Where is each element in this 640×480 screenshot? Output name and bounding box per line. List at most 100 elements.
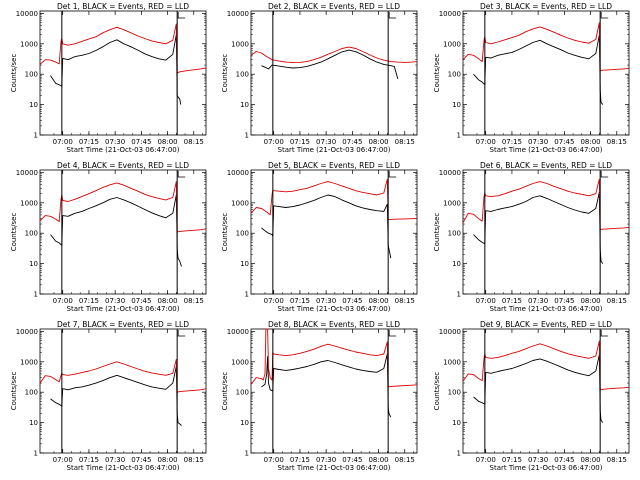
y-tick-label: 10000 [227, 10, 249, 18]
x-tick-label: 07:45 [342, 297, 362, 305]
detector-panel-9: 1 10 100 1000 10000 07:00 07:15 07:30 07:45 08:00… [433, 320, 630, 472]
detector-panel-5: 1 10 100 1000 10000 07:00 07:15 07:30 07:45 08:00… [221, 161, 418, 313]
y-tick-label: 1000 [231, 40, 249, 48]
x-axis-label: Start Time (21-Oct-03 06:47:00) [278, 146, 391, 154]
x-tick-label: 07:45 [554, 456, 574, 464]
x-axis-label: Start Time (21-Oct-03 06:47:00) [67, 464, 180, 472]
panel-title: Det 1, BLACK = Events, RED = LLD [57, 2, 189, 11]
marker-flag [600, 171, 609, 178]
x-tick-label: 07:15 [502, 297, 522, 305]
x-tick-label: 07:45 [131, 456, 151, 464]
y-tick-label: 1000 [20, 199, 38, 207]
detector-panel-6: 1 10 100 1000 10000 07:00 07:15 07:30 07:45 08:00… [433, 161, 630, 313]
x-tick-label: 07:15 [79, 297, 99, 305]
x-axis-label: Start Time (21-Oct-03 06:47:00) [490, 146, 603, 154]
x-tick-label: 08:00 [368, 138, 388, 146]
y-axis-label: Counts/sec [433, 213, 441, 252]
plot-frame [462, 169, 630, 295]
y-tick-label: 100 [448, 389, 461, 397]
x-axis-label: Start Time (21-Oct-03 06:47:00) [67, 146, 180, 154]
x-axis-label: Start Time (21-Oct-03 06:47:00) [278, 464, 391, 472]
x-tick-label: 08:15 [184, 297, 204, 305]
x-tick-label: 07:45 [342, 138, 362, 146]
panel-title: Det 7, BLACK = Events, RED = LLD [57, 320, 189, 329]
panel-title: Det 9, BLACK = Events, RED = LLD [480, 320, 612, 329]
y-tick-label: 1000 [443, 199, 461, 207]
series-line-events [473, 354, 604, 423]
plot-frame [39, 169, 207, 295]
y-axis-label: Counts/sec [10, 54, 18, 93]
detector-panel-1: 1 10 100 1000 10000 07:00 07:15 07:30 07:45 08:00… [10, 2, 207, 154]
y-axis-label: Counts/sec [10, 213, 18, 252]
y-tick-label: 100 [236, 230, 249, 238]
y-axis-label: Counts/sec [10, 372, 18, 411]
x-tick-label: 07:45 [554, 297, 574, 305]
x-tick-label: 07:00 [264, 138, 284, 146]
y-tick-label: 1 [34, 291, 38, 299]
x-tick-label: 07:15 [502, 138, 522, 146]
y-tick-label: 1 [245, 291, 249, 299]
x-tick-label: 07:00 [476, 456, 496, 464]
x-tick-label: 07:00 [53, 456, 73, 464]
x-tick-label: 07:30 [316, 297, 336, 305]
y-axis-label: Counts/sec [433, 372, 441, 411]
x-tick-label: 08:15 [395, 456, 415, 464]
detector-panel-2: 1 10 100 1000 10000 07:00 07:15 07:30 07:45 08:00… [221, 2, 418, 154]
x-tick-label: 07:45 [342, 456, 362, 464]
marker-flag [388, 171, 397, 178]
x-tick-label: 07:00 [476, 297, 496, 305]
x-tick-label: 08:15 [607, 456, 627, 464]
y-tick-label: 10 [240, 101, 249, 109]
x-tick-label: 08:00 [580, 297, 600, 305]
x-axis-label: Start Time (21-Oct-03 06:47:00) [67, 305, 180, 313]
plot-frame [250, 328, 418, 454]
plot-frame [39, 10, 207, 136]
x-axis-label: Start Time (21-Oct-03 06:47:00) [490, 305, 603, 313]
marker-flag [177, 330, 186, 337]
y-tick-label: 10 [452, 101, 461, 109]
panel-title: Det 6, BLACK = Events, RED = LLD [480, 161, 612, 170]
marker-flag [600, 12, 609, 19]
plot-frame [250, 169, 418, 295]
y-tick-label: 10000 [16, 328, 38, 336]
x-tick-label: 08:00 [580, 138, 600, 146]
detector-panel-3: 1 10 100 1000 10000 07:00 07:15 07:30 07:45 08:00… [433, 2, 630, 154]
y-tick-label: 100 [236, 389, 249, 397]
x-tick-label: 08:15 [395, 297, 415, 305]
x-tick-label: 08:15 [395, 138, 415, 146]
y-tick-label: 10 [29, 101, 38, 109]
x-tick-label: 07:15 [79, 456, 99, 464]
panel-grid: 1 10 100 1000 10000 07:00 07:15 07:30 07:45 08:00… [10, 2, 630, 472]
y-axis-label: Counts/sec [221, 213, 229, 252]
x-tick-label: 08:15 [607, 138, 627, 146]
series-line-events [261, 49, 399, 80]
y-tick-label: 10 [240, 260, 249, 268]
y-tick-label: 1000 [443, 358, 461, 366]
y-tick-label: 10000 [439, 169, 461, 177]
y-tick-label: 1000 [443, 40, 461, 48]
marker-flag [600, 330, 609, 337]
series-line-lld [250, 328, 418, 388]
panel-title: Det 5, BLACK = Events, RED = LLD [268, 161, 400, 170]
plot-frame [462, 328, 630, 454]
y-tick-label: 10000 [439, 328, 461, 336]
detector-panel-8: 1 10 100 1000 10000 07:00 07:15 07:30 07:45 08:00… [221, 320, 418, 472]
panel-title: Det 3, BLACK = Events, RED = LLD [480, 2, 612, 11]
y-tick-label: 100 [448, 230, 461, 238]
series-line-events [473, 34, 604, 105]
y-tick-label: 10 [29, 419, 38, 427]
x-tick-label: 07:00 [264, 297, 284, 305]
y-tick-label: 10000 [227, 328, 249, 336]
y-tick-label: 10 [452, 419, 461, 427]
x-tick-label: 07:30 [528, 297, 548, 305]
panel-title: Det 2, BLACK = Events, RED = LLD [268, 2, 400, 11]
plot-frame [39, 328, 207, 454]
marker-flag [388, 330, 397, 337]
x-tick-label: 07:30 [105, 138, 125, 146]
x-tick-label: 08:00 [157, 456, 177, 464]
y-tick-label: 10000 [16, 10, 38, 18]
x-tick-label: 08:00 [157, 138, 177, 146]
y-tick-label: 1000 [20, 40, 38, 48]
